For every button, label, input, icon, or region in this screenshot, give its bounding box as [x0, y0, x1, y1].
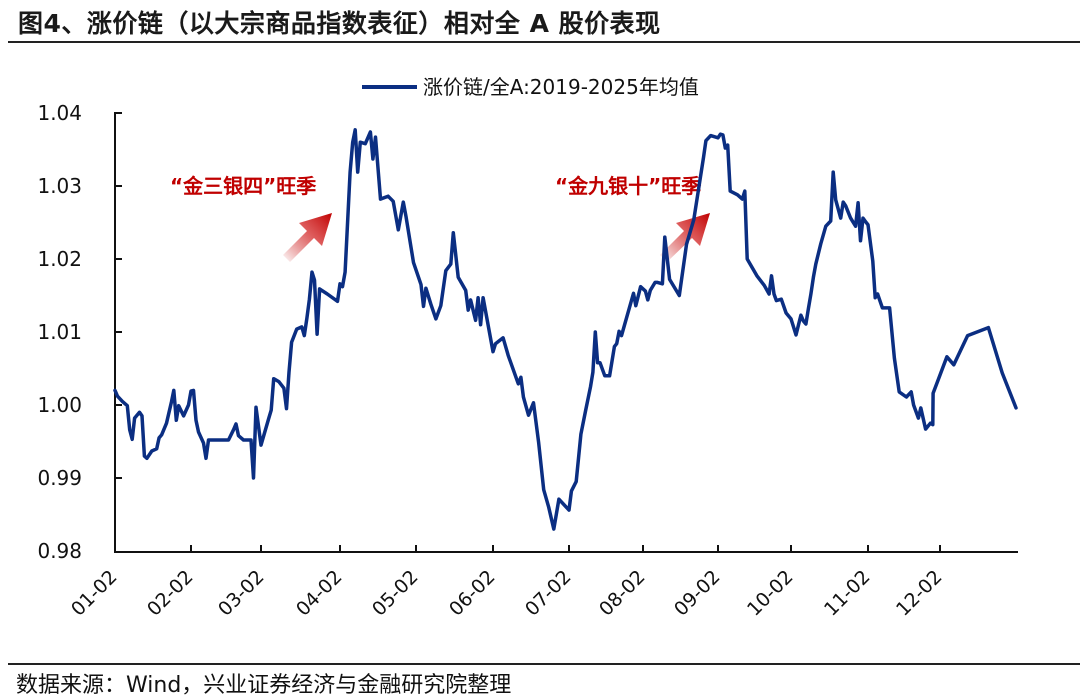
svg-text:“金三银四”旺季: “金三银四”旺季 — [170, 174, 316, 198]
svg-text:04-02: 04-02 — [292, 566, 347, 621]
svg-text:06-02: 06-02 — [445, 566, 500, 621]
x-axis — [114, 545, 1018, 553]
svg-text:07-02: 07-02 — [521, 566, 576, 621]
svg-text:08-02: 08-02 — [595, 566, 650, 621]
svg-text:1.04: 1.04 — [37, 101, 82, 125]
svg-text:12-02: 12-02 — [892, 566, 947, 621]
x-tick-labels: 01-02 02-02 03-02 04-02 05-02 06-02 07-0… — [67, 566, 947, 621]
svg-text:“金九银十”旺季: “金九银十”旺季 — [555, 174, 701, 198]
svg-text:1.01: 1.01 — [37, 320, 82, 344]
top-divider — [8, 41, 1080, 43]
up-right-arrow-icon — [283, 213, 332, 262]
svg-text:1.02: 1.02 — [37, 247, 82, 271]
svg-text:1.00: 1.00 — [37, 393, 82, 417]
svg-text:09-02: 09-02 — [670, 566, 725, 621]
chart-title: 图4、涨价链（以大宗商品指数表征）相对全 A 股价表现 — [18, 9, 661, 38]
series-line — [113, 128, 1018, 531]
svg-text:03-02: 03-02 — [214, 566, 269, 621]
svg-text:01-02: 01-02 — [67, 566, 122, 621]
annotation-spring-season: “金三银四”旺季 — [170, 174, 332, 262]
svg-text:1.03: 1.03 — [37, 174, 82, 198]
svg-text:0.99: 0.99 — [37, 466, 82, 490]
svg-text:05-02: 05-02 — [368, 566, 423, 621]
svg-text:0.98: 0.98 — [37, 539, 82, 563]
legend: 涨价链/全A:2019-2025年均值 — [362, 75, 699, 99]
svg-text:11-02: 11-02 — [820, 566, 875, 621]
y-axis — [114, 112, 122, 552]
y-tick-labels: 1.04 1.03 1.02 1.01 1.00 0.99 0.98 — [37, 101, 82, 563]
bottom-divider — [8, 663, 1080, 665]
annotation-autumn-season: “金九银十”旺季 — [555, 174, 710, 262]
source-note: 数据来源：Wind，兴业证券经济与金融研究院整理 — [16, 673, 512, 698]
svg-text:02-02: 02-02 — [143, 566, 198, 621]
legend-label: 涨价链/全A:2019-2025年均值 — [423, 75, 699, 99]
up-right-arrow-icon — [660, 213, 710, 262]
svg-text:10-02: 10-02 — [743, 566, 798, 621]
